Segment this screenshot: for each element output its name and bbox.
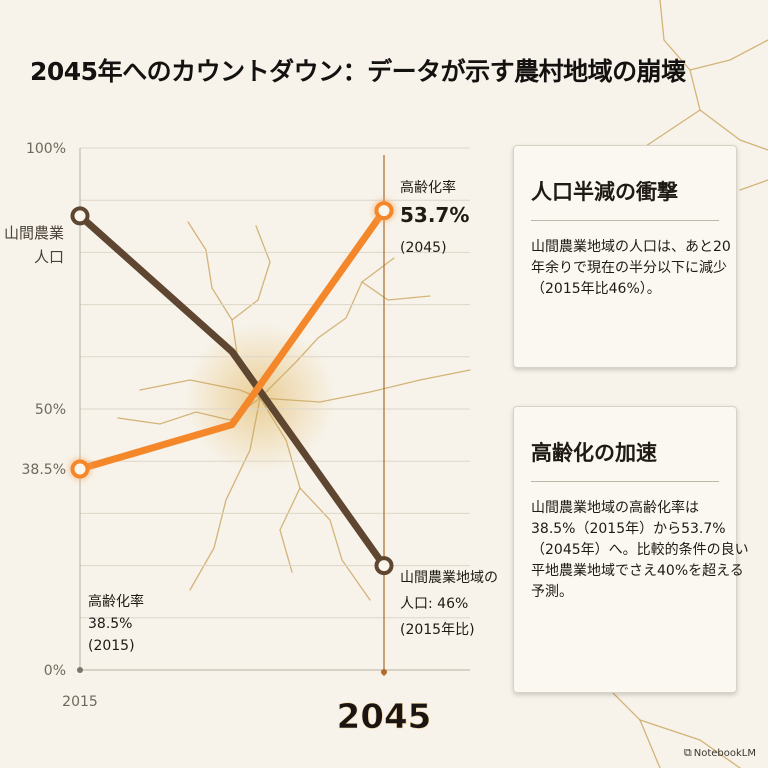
axes: 100% 50% 38.5% 0% 2015 2045 — [22, 141, 470, 737]
card-line: 山間農業地域の高齢化率は — [531, 500, 699, 516]
card-line: （2015年比46%）。 — [531, 281, 661, 297]
brand-label: NotebookLM — [693, 748, 756, 759]
notebooklm-icon: ⧉ — [683, 746, 692, 759]
crack-line — [689, 39, 768, 71]
card-title: 人口半減の衝撃 — [531, 146, 719, 221]
data-point — [374, 201, 394, 221]
crack-line — [259, 257, 395, 399]
card-line: 予測。 — [531, 584, 573, 600]
data-label: (2045) — [400, 240, 447, 256]
card-line: 年余りで現在の半分以下に減少 — [531, 260, 727, 276]
crack-line — [361, 281, 431, 301]
series-line — [76, 207, 388, 473]
x-tick-label-2015: 2015 — [62, 694, 98, 710]
year-2015-marker-dot — [77, 667, 83, 673]
data-label: 高齢化率 — [400, 179, 456, 196]
data-label: 人口: 46% — [400, 596, 468, 612]
crack-line — [231, 225, 271, 321]
labels-layer: 高齢化率 38.5% (2015) 高齢化率 53.7% (2045) 山間農業人口山間農業… — [4, 179, 498, 654]
series-line — [76, 212, 388, 570]
info-card-aging: 高齢化の加速 山間農業地域の高齢化率は 38.5%（2015年）から53.7% … — [513, 406, 749, 693]
data-label: 53.7% — [400, 203, 469, 227]
crack-decoration — [117, 0, 768, 768]
y-tick-label: 50% — [35, 402, 66, 418]
data-label: (2015年比) — [400, 622, 475, 638]
card-body: 山間農業地域の人口は、あと20 年余りで現在の半分以下に減少 （2015年比46… — [531, 221, 731, 300]
crack-line — [259, 369, 471, 403]
data-point — [374, 556, 394, 576]
series-layer — [69, 199, 395, 576]
data-label: (2015) — [88, 638, 135, 654]
crack-line — [639, 109, 701, 151]
data-label: 山間農業地域の — [400, 570, 498, 586]
data-label: 高齢化率 — [88, 593, 144, 610]
y-tick-label: 38.5% — [22, 462, 66, 478]
crack-line — [739, 179, 768, 191]
y-tick-label: 0% — [44, 663, 66, 679]
data-label: 38.5% — [88, 616, 132, 632]
crack-line — [659, 0, 768, 151]
crack-line — [609, 689, 661, 768]
card-line: 38.5%（2015年）から53.7% — [531, 521, 726, 537]
series-label: 人口 — [34, 248, 64, 266]
card-body: 山間農業地域の高齢化率は 38.5%（2015年）から53.7% （2045年）… — [531, 482, 749, 603]
data-point — [70, 206, 90, 226]
card-line: 山間農業地域の人口は、あと20 — [531, 239, 731, 255]
brand-watermark: ⧉ NotebookLM — [684, 746, 756, 760]
data-point — [70, 459, 90, 479]
series-label: 山間農業 — [4, 224, 64, 242]
card-line: 平地農業地域でさえ40%を超える — [531, 563, 744, 579]
card-title: 高齢化の加速 — [531, 407, 719, 482]
year-2045-marker-dot — [381, 669, 387, 675]
page-title: 2045年へのカウントダウン：データが示す農村地域の崩壊 — [30, 57, 686, 86]
crack-line — [279, 487, 301, 573]
y-tick-label: 100% — [26, 141, 66, 157]
crack-line — [639, 719, 741, 768]
info-card-population: 人口半減の衝撃 山間農業地域の人口は、あと20 年余りで現在の半分以下に減少 （… — [513, 145, 737, 368]
crack-line — [259, 397, 371, 601]
crack-line — [189, 397, 261, 591]
card-line: （2045年）へ。比較的条件の良い — [531, 542, 749, 558]
x-tick-label-2045: 2045 — [337, 697, 432, 737]
